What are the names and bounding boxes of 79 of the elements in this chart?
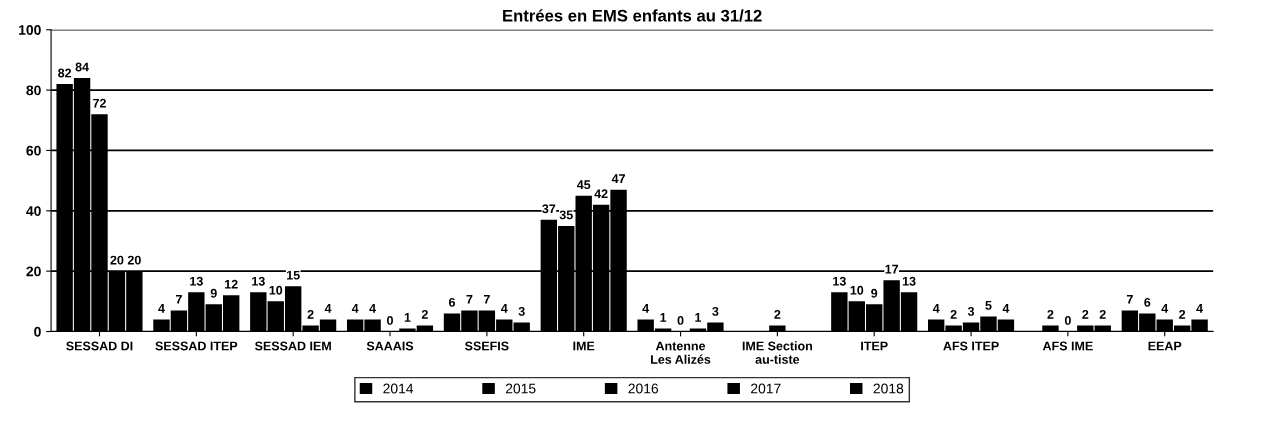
data-label: 82 <box>58 68 72 78</box>
x-tick-label: SAAAIS <box>366 341 414 351</box>
legend-label: 2016 <box>628 383 659 394</box>
data-label: 4 <box>1161 304 1169 313</box>
data-label: 3 <box>518 306 525 316</box>
data-label: 2 <box>1179 309 1186 319</box>
data-label: 35 <box>559 210 573 220</box>
data-label: 2 <box>1047 309 1054 319</box>
data-label: 20 <box>110 255 124 265</box>
x-tick-label: Antenne Les Alizés <box>651 341 711 364</box>
x-tick-label: SESSAD IEM <box>254 341 331 351</box>
data-label: 15 <box>287 270 300 280</box>
data-label: 7 <box>175 295 182 304</box>
x-tick-label: SSEFIS <box>464 341 509 351</box>
data-label: 1 <box>660 313 667 322</box>
data-label: 20 <box>127 255 141 265</box>
data-label: 2 <box>421 309 428 319</box>
data-label: 72 <box>93 98 106 108</box>
legend-label: 2017 <box>751 383 781 394</box>
data-label: 1 <box>404 313 411 322</box>
data-label: 4 <box>351 304 359 313</box>
data-label: 9 <box>210 288 217 298</box>
data-label: 13 <box>190 276 203 286</box>
data-label: 4 <box>501 304 508 313</box>
data-label: 0 <box>677 316 684 325</box>
data-label: 4 <box>932 304 940 313</box>
data-label: 10 <box>269 285 283 295</box>
data-label: 10 <box>850 285 864 295</box>
y-tick-label: 100 <box>19 25 41 35</box>
data-label: 0 <box>1064 316 1071 325</box>
y-tick-label: 20 <box>26 266 41 277</box>
data-label: 37 <box>542 204 556 214</box>
data-label: 84 <box>75 62 89 72</box>
x-tick-label: IME <box>573 341 595 351</box>
data-label: 13 <box>833 276 846 286</box>
x-tick-label: ITEP <box>861 341 888 351</box>
data-label: 6 <box>1144 297 1151 307</box>
x-tick-label: SESSAD ITEP <box>155 341 238 351</box>
data-label: 45 <box>576 180 591 190</box>
data-label: 13 <box>902 276 916 286</box>
x-tick-label: SESSAD DI <box>66 341 133 351</box>
data-label: 7 <box>466 295 473 304</box>
legend-label: 2015 <box>505 383 536 394</box>
data-label: 4 <box>642 304 650 313</box>
data-label: 17 <box>885 264 899 274</box>
data-label: 4 <box>324 304 332 313</box>
data-label: 9 <box>871 288 878 298</box>
y-tick-label: 0 <box>34 326 41 337</box>
data-label: 6 <box>448 297 456 307</box>
data-label: 2 <box>950 309 957 319</box>
data-label: 3 <box>712 306 719 316</box>
data-label: 47 <box>611 174 625 183</box>
y-tick-label: 40 <box>26 206 41 216</box>
chart-title: Entrées en EMS enfants au 31/12 <box>503 9 762 22</box>
data-label: 4 <box>158 304 165 313</box>
y-tick-label: 80 <box>26 85 41 96</box>
data-label: 5 <box>985 301 992 310</box>
legend-label: 2014 <box>383 383 414 394</box>
data-label: 3 <box>967 306 975 316</box>
data-label: 7 <box>483 295 490 304</box>
data-label: 2 <box>1099 309 1106 319</box>
data-label: 2 <box>1082 309 1089 319</box>
data-label: 4 <box>1196 304 1203 313</box>
data-label: 12 <box>225 279 238 289</box>
data-label: 7 <box>1126 295 1133 304</box>
data-label: 0 <box>387 316 393 325</box>
x-tick-label: AFS IME <box>1042 341 1093 351</box>
data-label: 4 <box>1002 304 1010 313</box>
legend-label: 2018 <box>873 383 904 394</box>
data-label: 2 <box>307 309 314 319</box>
data-label: 2 <box>774 309 781 319</box>
x-tick-label: EEAP <box>1148 341 1182 351</box>
data-label: 1 <box>695 313 702 322</box>
data-label: 42 <box>594 189 608 198</box>
y-tick-label: 60 <box>26 145 41 156</box>
data-label: 13 <box>252 276 265 286</box>
x-tick-label: AFS ITEP <box>943 341 999 351</box>
x-tick-label: IME Section au-tiste <box>742 341 813 364</box>
data-label: 4 <box>369 304 376 313</box>
